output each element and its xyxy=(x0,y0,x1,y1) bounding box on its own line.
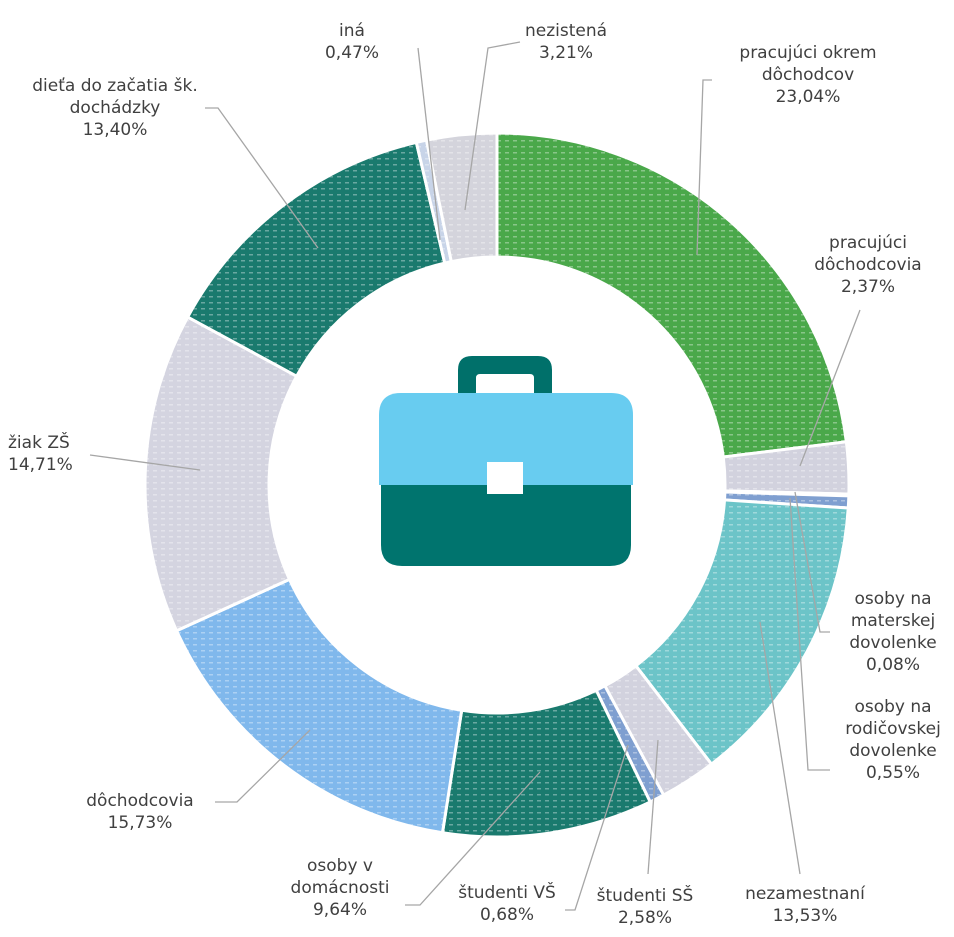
value-label: 23,04% xyxy=(775,87,841,107)
leader-line xyxy=(565,744,629,911)
leader-line xyxy=(405,771,541,906)
value-label: 0,47% xyxy=(324,43,379,63)
value-label: 2,58% xyxy=(617,908,672,928)
data-label: pracujúci dôchodcovia 2,37% xyxy=(803,232,933,298)
data-label: študenti SŠ 2,58% xyxy=(585,885,705,929)
value-label: 13,53% xyxy=(772,906,838,926)
value-label: 13,40% xyxy=(82,120,148,140)
leader-line xyxy=(696,79,712,256)
value-label: 14,71% xyxy=(8,455,73,475)
leader-line xyxy=(789,497,830,771)
leader-line xyxy=(799,309,861,467)
value-label: 2,37% xyxy=(840,277,895,297)
data-label: nezamestnaní 13,53% xyxy=(735,883,875,927)
category-label: iná xyxy=(339,21,365,41)
value-label: 0,08% xyxy=(865,655,920,675)
category-label: osoby na rodičovskej dovolenke xyxy=(845,697,941,761)
leader-line xyxy=(205,107,319,249)
category-label: dôchodcovia xyxy=(86,791,194,811)
briefcase-icon xyxy=(379,356,633,566)
leader-line xyxy=(759,621,801,875)
value-label: 0,55% xyxy=(865,763,920,783)
category-label: dieťa do začatia šk. dochádzky xyxy=(32,76,198,118)
leader-line xyxy=(464,41,521,211)
category-label: študenti SŠ xyxy=(596,886,694,906)
data-label: študenti VŠ 0,68% xyxy=(432,882,582,926)
data-label: dôchodcovia 15,73% xyxy=(65,790,215,834)
wedge xyxy=(174,577,464,835)
leader-line xyxy=(215,729,311,803)
category-label: nezamestnaní xyxy=(745,884,865,904)
data-label: iná 0,47% xyxy=(312,20,392,64)
data-label: dieťa do začatia šk. dochádzky 13,40% xyxy=(15,75,215,141)
value-label: 3,21% xyxy=(538,43,593,63)
category-label: pracujúci okrem dôchodcov xyxy=(739,43,877,85)
data-label: osoby na materskej dovolenke 0,08% xyxy=(833,588,953,676)
data-label: osoby v domácnosti 9,64% xyxy=(280,855,400,921)
value-label: 15,73% xyxy=(107,813,173,833)
leader-lines xyxy=(89,41,861,911)
category-label: nezistená xyxy=(524,21,608,41)
category-label: študenti VŠ xyxy=(458,883,556,903)
value-label: 9,64% xyxy=(312,900,367,920)
category-label: osoby na materskej dovolenke xyxy=(849,589,937,653)
category-label: žiak ZŠ xyxy=(8,433,70,453)
data-label: žiak ZŠ 14,71% xyxy=(8,432,128,476)
leader-line xyxy=(417,47,441,241)
category-label: pracujúci dôchodcovia xyxy=(814,233,922,275)
data-label: osoby na rodičovskej dovolenke 0,55% xyxy=(831,696,954,784)
data-label: nezistená 3,21% xyxy=(506,20,626,64)
leader-line xyxy=(89,454,201,471)
category-label: osoby v domácnosti xyxy=(290,856,390,898)
data-label: pracujúci okrem dôchodcov 23,04% xyxy=(713,42,903,108)
leader-line xyxy=(647,739,659,875)
leader-line xyxy=(794,491,830,633)
value-label: 0,68% xyxy=(479,905,534,925)
